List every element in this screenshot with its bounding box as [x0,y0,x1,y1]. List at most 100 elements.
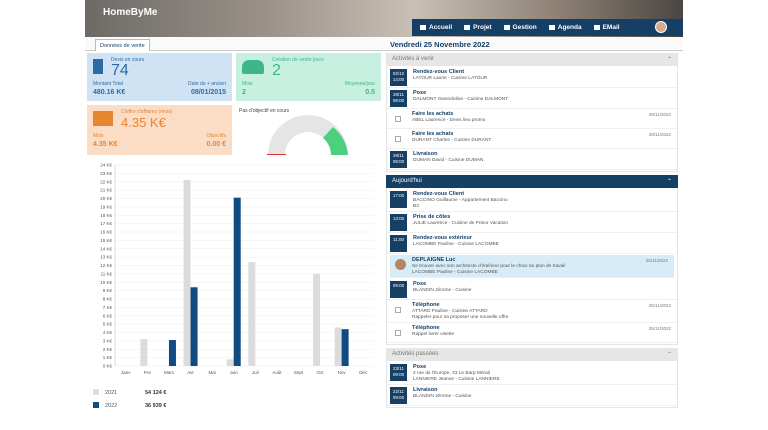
checkbox[interactable] [395,115,401,122]
x-tick-label: Avr [187,370,194,375]
activity-item[interactable]: 13:00 Prise de côtes JULIE Laurence - Cuis… [387,212,677,233]
date-badge: 28/11 08:00 [390,89,407,107]
badge-time: 13:00 [392,215,405,221]
y-tick-label: 17 K€ [100,221,112,226]
card-label: Devis en cours [111,57,145,63]
activity-text: Pose BLANDIN Jérome - Cuisine [413,281,471,294]
checkbox[interactable] [395,135,401,142]
activity-detail: LANNIERE Jeanne - Cuisine LANNIERE [413,376,500,382]
y-tick-label: 21 K€ [100,188,112,193]
badge-time: 17:00 [392,192,405,198]
tab-row: Données de vente Vendredi 25 Novembre 20… [85,37,683,51]
user-avatar[interactable] [655,21,667,33]
logo[interactable]: HomeByMe [103,7,158,18]
activity-item[interactable]: 17:00 Rendez-vous Client BACCINO Guillaume… [387,189,677,212]
x-tick-label: Mai [208,370,215,375]
header: HomeByMe Accueil Projet Gestion Agenda EMail [85,0,683,37]
y-tick-label: 9 K€ [103,288,113,293]
activity-item[interactable]: 22/11 09:00 Livraison BLANDIN Jérome - Cuis… [387,385,677,406]
activity-detail: Rappel livrer visette [412,331,455,337]
activity-detail: DALMONT Gwendoline - Cuisine DALMONT [413,96,509,102]
sales-card[interactable]: Création de vente jours 2 Mois Moyenne/jou… [236,53,381,101]
activity-item[interactable]: 23/11 09:00 Pose 2 rue de l'Europe, 33 Le B… [387,362,677,385]
activity-text: Pose DALMONT Gwendoline - Cuisine DALMONT [413,90,508,103]
section-title: Activités à venir [392,56,435,62]
nav-item[interactable]: Accueil [420,24,452,31]
bar [313,273,321,366]
activity-item[interactable]: Téléphone Rappel livrer visette 25/11/2022 [387,323,677,343]
activity-list: 23/11 09:00 Pose 2 rue de l'Europe, 33 Le B… [386,361,678,408]
activity-text: Pose 2 rue de l'Europe, 33 Le Barp Mérail… [413,364,500,383]
y-tick-label: 24 K€ [100,163,112,168]
legend-total: 36 939 € [145,403,166,409]
activity-item[interactable]: 28/11 08:00 Livraison DUMAN David - Cuisine… [387,149,677,170]
nav-item[interactable]: Projet [464,24,491,31]
section-header[interactable]: Aujourd'hui ⌃ [386,175,678,188]
activity-text: Faire les achats DURANT Charles - Cuisine… [412,131,491,144]
x-tick-label: Déc [359,370,368,375]
quotes-card[interactable]: Devis en cours 74 Montant Total Date du + … [87,53,232,101]
activity-item[interactable]: 28/11 08:00 Pose DALMONT Gwendoline - Cuisi… [387,88,677,109]
date-heading: Vendredi 25 Novembre 2022 [390,40,490,49]
y-tick-label: 8 K€ [103,297,113,302]
badge-time: 09:00 [392,371,405,377]
nav-item[interactable]: EMail [594,24,620,31]
people-icon [242,60,264,74]
date-badge: 22/11 09:00 [390,386,407,404]
activity-item[interactable]: 09:00 Pose BLANDIN Jérome - Cuisine [387,279,677,300]
card-label: Date du + ancien [188,81,226,87]
y-tick-label: 4 K€ [103,330,113,335]
checkbox[interactable] [395,329,401,336]
activity-list: 02/12 14:00 Rendez-vous Client LATOUR Lauri… [386,66,678,172]
card-label: Moyenne/jour [344,81,375,87]
collapse-toggle[interactable]: ⌃ [666,352,672,358]
y-tick-label: 1 K€ [103,355,113,360]
card-label: Mois [93,133,104,139]
activity-text: DEPLAIGNE Luc Se trouver avec son archite… [412,257,565,276]
tab[interactable]: Données de vente [95,39,150,51]
card-value: 480.16 K€ [93,89,126,96]
y-tick-label: 20 K€ [100,196,112,201]
activity-item[interactable]: 02/12 14:00 Rendez-vous Client LATOUR Lauri… [387,67,677,88]
activity-date: 25/11/2022 [648,326,671,331]
activity-title: DEPLAIGNE Luc [412,256,456,263]
nav-bar: Accueil Projet Gestion Agenda EMail [412,19,683,36]
activity-text: Rendez-vous Client BACCINO Guillaume - Ap… [413,191,508,210]
checkbox[interactable] [395,306,401,313]
activity-detail: ABEL Laurence - Devis lieu promo [412,117,486,123]
badge-time: 08:00 [392,97,405,103]
nav-item[interactable]: Agenda [549,24,582,31]
activity-title: Téléphone [412,324,440,331]
badge-date: 23/11 [393,365,404,371]
activity-detail: BLANDIN Jérome - Cuisine [413,393,472,399]
activity-title: Faire les achats [412,110,454,117]
activity-item[interactable]: Téléphone ATTARD Pauline - Cuisine ATTARD… [387,300,677,323]
activity-title: Livraison [413,386,438,393]
section-header[interactable]: Activités passées ⌃ [386,348,678,361]
gauge-track [268,115,348,155]
nav-item[interactable]: Gestion [504,24,537,31]
activity-item[interactable]: 11:00 Rendez-vous extérieur LACOMBE Paulin… [387,233,677,254]
y-tick-label: 23 K€ [100,171,112,176]
collapse-toggle[interactable]: ⌃ [666,179,672,185]
revenue-card[interactable]: Chiffre d'affaires (mois) 4.35 K€ Mois Obj… [87,105,232,155]
activity-item[interactable]: Faire les achats ABEL Laurence - Devis li… [387,109,677,129]
date-badge: 09:00 [390,280,407,298]
card-label: Chiffre d'affaires (mois) [121,109,173,115]
x-tick-label: Mars [164,370,175,375]
y-tick-label: 11 K€ [101,271,113,276]
activity-item[interactable]: DEPLAIGNE Luc Se trouver avec son archite… [390,255,674,278]
section-header[interactable]: Activités à venir ⌃ [386,53,678,66]
x-tick-label: Juil [252,370,259,375]
activity-detail: LACOMBE Pauline - Cuisine LACOMBE [412,269,498,275]
date-badge: 11:00 [390,234,407,252]
badge-date: 02/12 [392,70,405,76]
y-tick-label: 6 K€ [103,313,113,318]
activity-detail: BLANDIN Jérome - Cuisine [413,287,472,293]
activity-list: 17:00 Rendez-vous Client BACCINO Guillaume… [386,188,678,345]
y-tick-label: 13 K€ [100,255,112,260]
card-label: Montant Total [93,81,123,87]
collapse-toggle[interactable]: ⌃ [666,57,672,63]
activity-item[interactable]: Faire les achats DURANT Charles - Cuisine… [387,129,677,149]
